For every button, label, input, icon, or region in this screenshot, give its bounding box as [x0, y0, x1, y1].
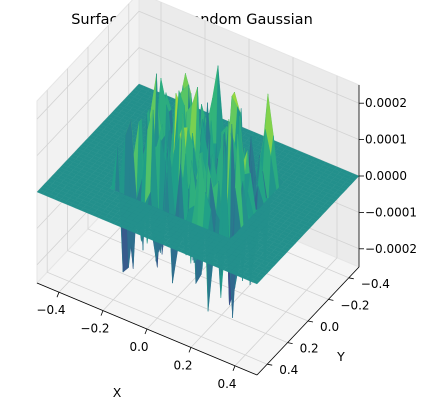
y-tick — [307, 320, 314, 323]
surface-patch — [251, 278, 260, 285]
x-tick — [188, 347, 192, 353]
tick-labels: −0.4−0.20.00.20.4−0.4−0.20.00.20.4−0.000… — [36, 96, 417, 391]
y-gridline — [67, 68, 288, 343]
z-gridline — [36, 47, 360, 156]
z-tick-label: 0.0001 — [365, 133, 407, 147]
x-axis-label: X — [113, 385, 122, 400]
y-axis-label: Y — [336, 349, 345, 364]
x-tick-label: −0.2 — [80, 322, 109, 336]
x-gridline — [234, 75, 338, 367]
y-gridline — [87, 47, 309, 322]
y-tick — [328, 299, 334, 301]
y-tick-label: 0.2 — [300, 342, 319, 356]
y-tick-label: −0.4 — [361, 277, 390, 291]
tick-marks — [56, 102, 364, 371]
x-tick-label: −0.4 — [36, 303, 65, 317]
z-gridline — [36, 10, 360, 120]
y-tick — [267, 363, 273, 366]
y-tick — [348, 277, 354, 280]
y-tick-label: 0.4 — [279, 363, 298, 377]
z-tick-label: −0.0002 — [365, 242, 417, 256]
y-gridline — [46, 90, 268, 365]
z-tick-label: 0.0002 — [365, 96, 407, 110]
y-tick-label: −0.2 — [340, 298, 369, 312]
y-tick — [287, 342, 293, 344]
z-tick-label: −0.0001 — [365, 205, 417, 219]
x-tick — [100, 310, 104, 316]
x-tick — [56, 292, 60, 298]
x-tick — [144, 328, 148, 335]
x-tick — [232, 365, 236, 371]
x-tick-label: 0.4 — [217, 377, 236, 391]
surface-mesh — [36, 65, 360, 318]
z-tick-label: 0.0000 — [365, 169, 407, 183]
x-tick-label: 0.0 — [129, 340, 148, 354]
y-tick-label: 0.0 — [320, 320, 339, 334]
x-tick-label: 0.2 — [173, 358, 192, 372]
